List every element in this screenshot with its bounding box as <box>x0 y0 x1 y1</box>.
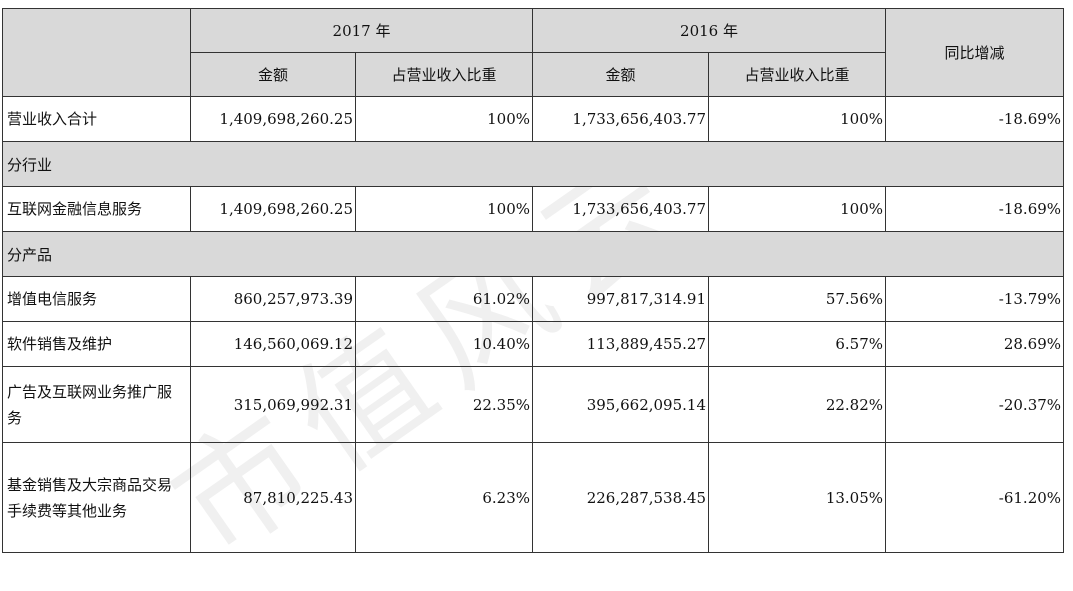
cell-ratio-2017: 100% <box>354 186 534 232</box>
cell-ratio-2017: 10.40% <box>354 321 534 367</box>
table-row: 营业收入合计 1,409,698,260.25 100% 1,733,656,4… <box>2 96 1065 142</box>
cell-amount-2017: 87,810,225.43 <box>190 442 356 553</box>
table-row: 基金销售及大宗商品交易手续费等其他业务 87,810,225.43 6.23% … <box>2 442 1065 553</box>
section-label: 分产品 <box>1 231 1065 277</box>
row-label: 营业收入合计 <box>2 96 191 142</box>
section-row-industry: 分行业 <box>1 141 1065 187</box>
header-year-2016: 2016 年 <box>532 8 887 53</box>
header-year-2017: 2017 年 <box>189 8 534 53</box>
row-label: 基金销售及大宗商品交易手续费等其他业务 <box>2 442 191 553</box>
row-label: 广告及互联网业务推广服务 <box>2 366 191 443</box>
cell-ratio-2016: 13.05% <box>708 442 887 553</box>
table-row: 软件销售及维护 146,560,069.12 10.40% 113,889,45… <box>2 321 1065 367</box>
cell-amount-2016: 395,662,095.14 <box>532 366 710 443</box>
cell-amount-2017: 1,409,698,260.25 <box>190 186 356 232</box>
cell-ratio-2016: 100% <box>708 186 887 232</box>
cell-ratio-2016: 100% <box>708 96 887 142</box>
cell-ratio-2017: 61.02% <box>354 276 534 322</box>
cell-amount-2017: 146,560,069.12 <box>190 321 356 367</box>
cell-ratio-2016: 57.56% <box>708 276 887 322</box>
cell-ratio-2016: 22.82% <box>708 366 887 443</box>
cell-yoy: 28.69% <box>885 321 1065 367</box>
cell-ratio-2017: 22.35% <box>354 366 534 443</box>
cell-yoy: -61.20% <box>885 442 1065 553</box>
revenue-table: 2017 年 2016 年 同比增减 金额 占营业收入比重 金额 占营业收入比重… <box>1 8 1065 553</box>
cell-ratio-2016: 6.57% <box>708 321 887 367</box>
cell-yoy: -20.37% <box>885 366 1065 443</box>
cell-amount-2017: 1,409,698,260.25 <box>190 96 356 142</box>
cell-amount-2016: 1,733,656,403.77 <box>532 186 710 232</box>
header-ratio-2016: 占营业收入比重 <box>708 52 887 97</box>
cell-amount-2016: 1,733,656,403.77 <box>532 96 710 142</box>
cell-amount-2016: 113,889,455.27 <box>532 321 710 367</box>
table-row: 广告及互联网业务推广服务 315,069,992.31 22.35% 395,6… <box>2 366 1065 443</box>
header-yoy: 同比增减 <box>885 8 1065 97</box>
cell-yoy: -18.69% <box>885 96 1065 142</box>
header-amount-2016: 金额 <box>532 52 710 97</box>
cell-ratio-2017: 100% <box>354 96 534 142</box>
row-label: 增值电信服务 <box>2 276 191 322</box>
cell-amount-2016: 997,817,314.91 <box>532 276 710 322</box>
cell-amount-2016: 226,287,538.45 <box>532 442 710 553</box>
header-corner-cell <box>2 8 191 97</box>
table-row: 互联网金融信息服务 1,409,698,260.25 100% 1,733,65… <box>2 186 1065 232</box>
row-label: 互联网金融信息服务 <box>2 186 191 232</box>
cell-amount-2017: 860,257,973.39 <box>190 276 356 322</box>
cell-yoy: -13.79% <box>885 276 1065 322</box>
table-row: 增值电信服务 860,257,973.39 61.02% 997,817,314… <box>2 276 1065 322</box>
cell-amount-2017: 315,069,992.31 <box>190 366 356 443</box>
cell-yoy: -18.69% <box>885 186 1065 232</box>
header-ratio-2017: 占营业收入比重 <box>354 52 534 97</box>
section-row-product: 分产品 <box>1 231 1065 277</box>
section-label: 分行业 <box>1 141 1065 187</box>
row-label: 软件销售及维护 <box>2 321 191 367</box>
header-amount-2017: 金额 <box>190 52 356 97</box>
cell-ratio-2017: 6.23% <box>354 442 534 553</box>
